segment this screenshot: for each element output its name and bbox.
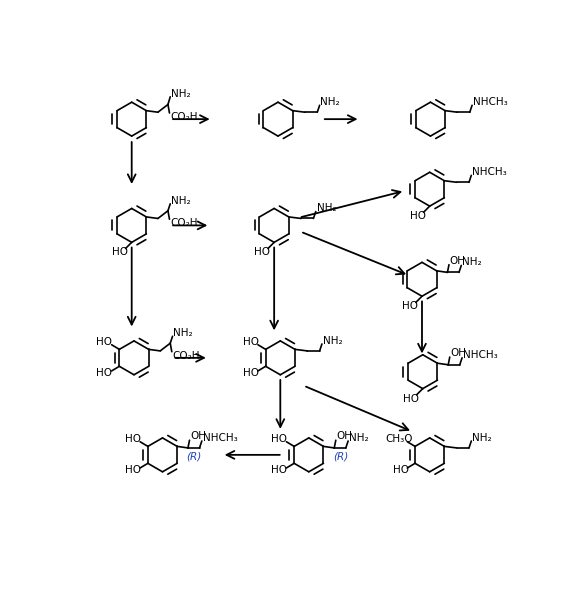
Text: HO: HO	[271, 465, 287, 475]
Text: OH: OH	[336, 431, 353, 441]
Text: NHCH₃: NHCH₃	[473, 97, 508, 107]
Text: NH₂: NH₂	[317, 203, 336, 214]
Text: HO: HO	[402, 301, 418, 311]
Text: OH: OH	[450, 256, 466, 266]
Text: NH₂: NH₂	[322, 336, 342, 346]
Text: NH₂: NH₂	[171, 196, 191, 206]
Text: HO: HO	[96, 337, 113, 347]
Text: HO: HO	[271, 434, 287, 444]
Text: OH: OH	[451, 348, 466, 358]
Text: HO: HO	[96, 368, 113, 378]
Text: HO: HO	[125, 465, 141, 475]
Text: NHCH₃: NHCH₃	[472, 167, 507, 177]
Text: HO: HO	[254, 248, 270, 258]
Text: NH₂: NH₂	[462, 258, 482, 267]
Text: HO: HO	[112, 248, 128, 258]
Text: HO: HO	[242, 337, 259, 347]
Text: NH₂: NH₂	[173, 328, 193, 338]
Text: NH₂: NH₂	[171, 89, 191, 99]
Text: CO₂H: CO₂H	[171, 218, 198, 228]
Text: HO: HO	[393, 465, 409, 475]
Text: NHCH₃: NHCH₃	[463, 350, 498, 360]
Text: NH₂: NH₂	[349, 433, 368, 443]
Text: HO: HO	[409, 211, 426, 221]
Text: (R): (R)	[186, 452, 202, 461]
Text: CO₂H: CO₂H	[173, 350, 200, 361]
Text: (R): (R)	[333, 452, 348, 461]
Text: HO: HO	[242, 368, 259, 378]
Text: CO₂H: CO₂H	[171, 112, 198, 122]
Text: NH₂: NH₂	[320, 97, 340, 107]
Text: HO: HO	[125, 434, 141, 444]
Text: NH₂: NH₂	[472, 433, 492, 443]
Text: HO: HO	[403, 394, 419, 403]
Text: OH: OH	[190, 431, 206, 441]
Text: NHCH₃: NHCH₃	[202, 433, 237, 443]
Text: CH₃O: CH₃O	[386, 434, 414, 444]
